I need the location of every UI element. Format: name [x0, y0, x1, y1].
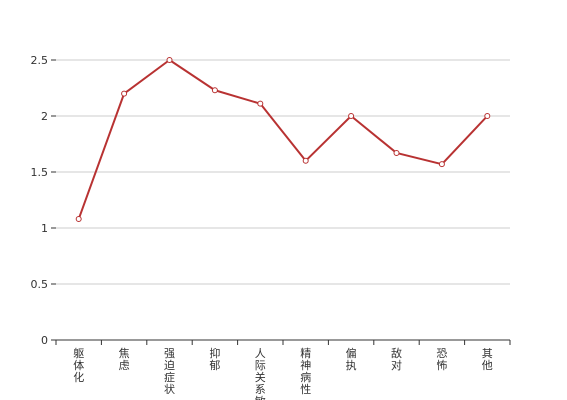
data-point	[75, 216, 82, 223]
y-tick-label: 1	[41, 222, 48, 235]
data-point	[121, 90, 128, 97]
y-tick-label: 2.5	[31, 54, 49, 67]
data-point	[438, 161, 445, 168]
data-point	[302, 157, 309, 164]
data-point	[211, 87, 218, 94]
x-category-label: 精神病性	[300, 347, 311, 396]
x-category-label: 强迫症状	[164, 347, 175, 396]
x-category-label: 偏执	[346, 346, 357, 372]
x-axis: 躯体化 焦虑 强迫症状 抑郁 人际关系敏感 精神病性 偏执 敌对 恐怖 其他	[55, 339, 511, 400]
x-category-label: 敌对	[391, 346, 402, 372]
y-tick-label: 0	[41, 334, 48, 347]
grid-lines	[56, 59, 510, 285]
series-layer	[75, 57, 491, 223]
data-point	[166, 57, 173, 63]
y-tick-label: 1.5	[31, 166, 49, 179]
series-line	[77, 59, 489, 220]
data-point	[393, 149, 400, 156]
x-category-label: 抑郁	[209, 346, 220, 372]
x-category-label: 其他	[482, 347, 493, 372]
y-tick-label: 2	[41, 110, 48, 123]
x-category-label: 焦虑	[119, 347, 130, 372]
x-category-label: 躯体化	[73, 347, 84, 384]
data-point	[348, 113, 355, 119]
y-tick-label: 0.5	[31, 278, 49, 291]
data-point	[484, 113, 491, 119]
data-point	[257, 100, 264, 107]
x-category-label: 恐怖	[436, 347, 447, 372]
y-axis-ticks: 0 0.5 1 1.5 2 2.5	[31, 54, 56, 347]
x-category-label: 人际关系敏感	[255, 347, 266, 400]
